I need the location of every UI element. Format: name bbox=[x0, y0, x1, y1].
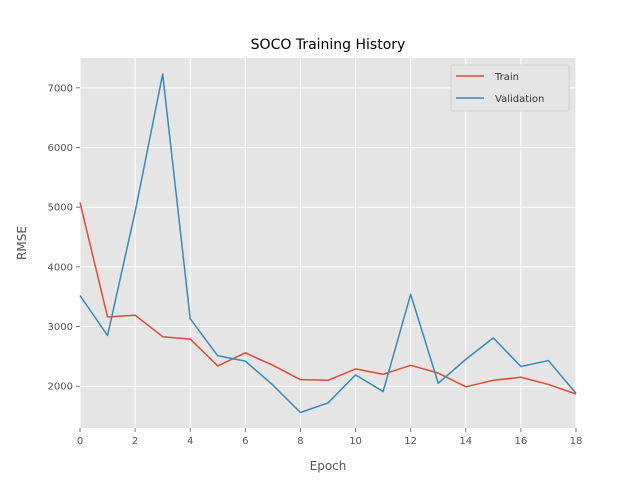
x-tick-label: 16 bbox=[515, 436, 528, 447]
y-axis-ticks: 2000 3000 4000 5000 6000 7000 bbox=[48, 83, 80, 393]
legend: Train Validation bbox=[450, 64, 570, 112]
y-tick-label: 3000 bbox=[48, 322, 73, 333]
y-tick-label: 6000 bbox=[48, 143, 73, 154]
plot-area bbox=[80, 58, 576, 428]
y-axis-title: RMSE bbox=[15, 226, 29, 260]
y-tick-label: 7000 bbox=[48, 83, 73, 94]
x-axis-ticks: 0 2 4 6 8 10 12 14 16 18 bbox=[77, 428, 583, 447]
x-tick-label: 8 bbox=[297, 436, 303, 447]
y-tick-label: 5000 bbox=[48, 203, 73, 214]
series-line-validation bbox=[79, 73, 577, 414]
legend-label-validation: Validation bbox=[495, 94, 544, 105]
x-tick-label: 0 bbox=[77, 436, 83, 447]
series-lines bbox=[79, 73, 577, 414]
y-tick-label: 2000 bbox=[48, 382, 73, 393]
chart-title: SOCO Training History bbox=[251, 37, 406, 53]
y-tick-label: 4000 bbox=[48, 262, 73, 273]
x-axis-title: Epoch bbox=[310, 459, 347, 473]
x-tick-label: 10 bbox=[349, 436, 362, 447]
legend-label-train: Train bbox=[494, 72, 519, 83]
x-tick-label: 4 bbox=[187, 436, 193, 447]
series-line-train bbox=[79, 202, 577, 395]
x-tick-label: 6 bbox=[242, 436, 248, 447]
x-tick-label: 2 bbox=[132, 436, 138, 447]
x-tick-label: 18 bbox=[570, 436, 583, 447]
x-tick-label: 14 bbox=[459, 436, 472, 447]
x-tick-label: 12 bbox=[404, 436, 417, 447]
